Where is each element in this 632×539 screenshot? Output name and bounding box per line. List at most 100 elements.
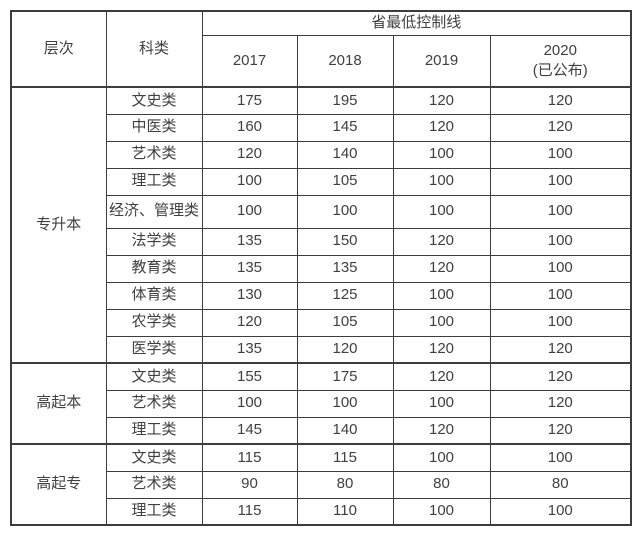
category-cell: 医学类 [105, 335, 203, 364]
header-year-2020-label: 2020 [543, 42, 577, 60]
score-cell: 175 [296, 362, 394, 391]
table-row: 法学类 135 150 120 100 [11, 227, 632, 256]
header-year-2019: 2019 [392, 34, 491, 88]
score-cell: 100 [392, 389, 491, 418]
group-zhuanshengben: 专升本 文史类 175 195 120 120 中医类 160 145 120 … [10, 86, 632, 364]
score-cell: 120 [489, 86, 632, 115]
score-cell: 155 [201, 362, 298, 391]
score-cell: 115 [201, 497, 298, 526]
score-cell: 120 [392, 362, 491, 391]
score-cell: 120 [392, 254, 491, 283]
score-cell: 195 [296, 86, 394, 115]
score-cell: 100 [489, 497, 632, 526]
category-cell: 艺术类 [105, 140, 203, 169]
category-cell: 艺术类 [105, 470, 203, 499]
score-cell: 150 [296, 227, 394, 256]
score-cell: 100 [296, 389, 394, 418]
table-container: 层次 科类 省最低控制线 2017 2018 2019 2020 (已公布) 专… [10, 10, 632, 526]
score-cell: 100 [392, 443, 491, 472]
score-cell: 100 [201, 167, 298, 196]
table-row: 医学类 135 120 120 120 [11, 335, 632, 364]
header-year-2018: 2018 [296, 34, 394, 88]
category-cell: 艺术类 [105, 389, 203, 418]
score-cell: 100 [489, 227, 632, 256]
score-cell: 100 [296, 194, 394, 229]
score-cell: 120 [392, 416, 491, 445]
score-cell: 135 [201, 227, 298, 256]
score-cell: 100 [201, 194, 298, 229]
header-year-2020-note: (已公布) [532, 61, 588, 79]
score-cell: 100 [489, 194, 632, 229]
category-cell: 体育类 [105, 281, 203, 310]
table-row: 理工类 115 110 100 100 [11, 497, 632, 526]
category-cell: 理工类 [105, 167, 203, 196]
score-cell: 145 [296, 113, 394, 142]
table-row: 中医类 160 145 120 120 [11, 113, 632, 142]
header-category: 科类 [105, 10, 203, 88]
score-cell: 100 [489, 167, 632, 196]
score-cell: 135 [201, 335, 298, 364]
score-cell: 120 [392, 335, 491, 364]
table-row: 艺术类 100 100 100 120 [11, 389, 632, 418]
score-cell: 100 [489, 281, 632, 310]
score-cell: 120 [489, 335, 632, 364]
score-cell: 115 [201, 443, 298, 472]
header-year-2020: 2020 (已公布) [489, 34, 632, 88]
score-cell: 100 [201, 389, 298, 418]
category-cell: 文史类 [105, 86, 203, 115]
score-cell: 135 [201, 254, 298, 283]
score-cell: 105 [296, 308, 394, 337]
score-cell: 145 [201, 416, 298, 445]
score-cell: 135 [296, 254, 394, 283]
score-cell: 100 [392, 140, 491, 169]
table-row: 专升本 文史类 175 195 120 120 [10, 86, 632, 364]
header-level: 层次 [10, 10, 107, 88]
score-cell: 160 [201, 113, 298, 142]
category-cell: 文史类 [105, 362, 203, 391]
table-row: 教育类 135 135 120 100 [11, 254, 632, 283]
score-cell: 120 [201, 140, 298, 169]
table-row: 经济、管理类 100 100 100 100 [11, 194, 632, 229]
category-cell: 理工类 [105, 497, 203, 526]
score-cell: 80 [489, 470, 632, 499]
category-cell: 文史类 [105, 443, 203, 472]
score-cell: 120 [392, 227, 491, 256]
score-cell: 120 [201, 308, 298, 337]
table-header: 层次 科类 省最低控制线 2017 2018 2019 2020 (已公布) [10, 10, 632, 88]
score-cell: 80 [296, 470, 394, 499]
header-group-title: 省最低控制线 [201, 10, 632, 36]
score-cell: 120 [392, 86, 491, 115]
score-cell: 90 [201, 470, 298, 499]
score-cell: 105 [296, 167, 394, 196]
level-cell: 专升本 [10, 86, 107, 364]
score-cell: 110 [296, 497, 394, 526]
score-cell: 100 [392, 194, 491, 229]
score-cell: 100 [392, 281, 491, 310]
score-cell: 120 [489, 389, 632, 418]
category-cell: 教育类 [105, 254, 203, 283]
score-cell: 175 [201, 86, 298, 115]
score-cell: 120 [489, 416, 632, 445]
score-cell: 120 [489, 113, 632, 142]
score-cell: 140 [296, 140, 394, 169]
table-row: 艺术类 120 140 100 100 [11, 140, 632, 169]
score-cell: 125 [296, 281, 394, 310]
table-row: 高起专 文史类 115 115 100 100 [10, 443, 632, 526]
table-row: 高起本 文史类 155 175 120 120 [10, 362, 632, 445]
header-year-2017: 2017 [201, 34, 298, 88]
score-cell: 120 [489, 362, 632, 391]
table-row: 理工类 145 140 120 120 [11, 416, 632, 445]
score-cell: 100 [392, 497, 491, 526]
score-cell: 130 [201, 281, 298, 310]
category-cell: 农学类 [105, 308, 203, 337]
score-cell: 140 [296, 416, 394, 445]
score-cell: 80 [392, 470, 491, 499]
category-cell: 经济、管理类 [105, 194, 203, 229]
score-cell: 100 [489, 443, 632, 472]
score-cell: 100 [489, 140, 632, 169]
group-gaoqiben: 高起本 文史类 155 175 120 120 艺术类 100 100 100 … [10, 362, 632, 445]
score-cell: 100 [489, 308, 632, 337]
score-cell: 100 [489, 254, 632, 283]
category-cell: 法学类 [105, 227, 203, 256]
